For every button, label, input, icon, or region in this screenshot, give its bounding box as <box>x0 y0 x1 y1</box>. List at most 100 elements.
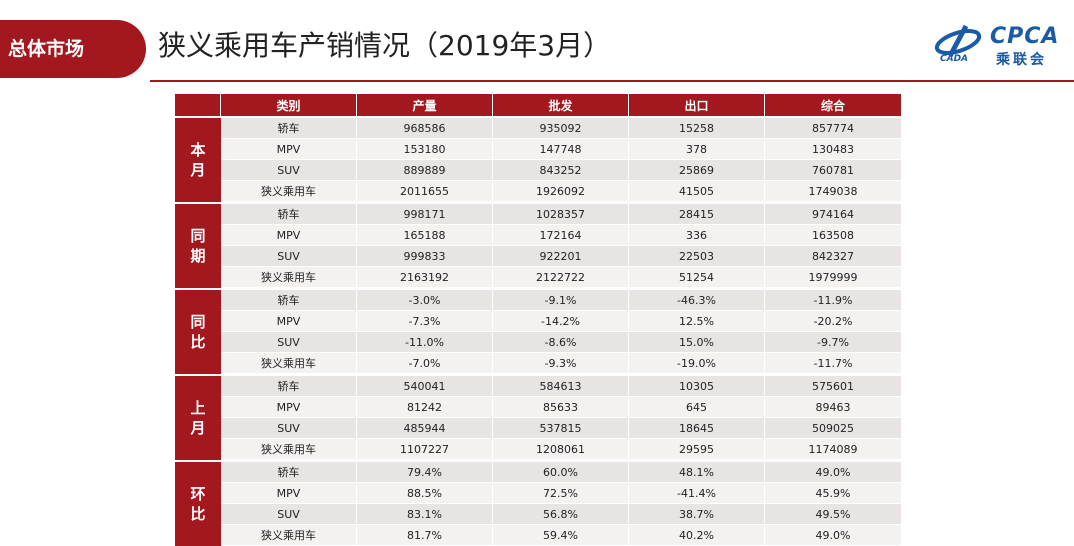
table-cell: 12.5% <box>629 311 765 332</box>
table-cell: 998171 <box>357 204 493 225</box>
table-cell: 51254 <box>629 267 765 288</box>
table-cell: 968586 <box>357 118 493 139</box>
table-cell: 172164 <box>493 225 629 246</box>
logo-cpca-text: CPCA <box>990 24 1060 49</box>
row-category: 轿车 <box>221 118 357 139</box>
row-category: 狭义乘用车 <box>221 267 357 288</box>
column-header: 综合 <box>765 94 901 116</box>
group-label-char: 月 <box>190 419 206 437</box>
table-header-row: 类别 产量 批发 出口 综合 <box>175 94 901 116</box>
table-cell: 974164 <box>765 204 901 225</box>
group-label: 同期 <box>175 204 221 288</box>
table-row: SUV -11.0% -8.6% 15.0% -9.7% <box>221 332 901 353</box>
row-category: 狭义乘用车 <box>221 525 357 546</box>
table-cell: 645 <box>629 397 765 418</box>
table-row: MPV 153180 147748 378 130483 <box>221 139 901 160</box>
table-cell: 999833 <box>357 246 493 267</box>
row-category: 狭义乘用车 <box>221 353 357 374</box>
table-cell: 1926092 <box>493 181 629 202</box>
table-cell: 60.0% <box>493 462 629 483</box>
table-cell: 18645 <box>629 418 765 439</box>
table-row: SUV 999833 922201 22503 842327 <box>221 246 901 267</box>
table-cell: 49.5% <box>765 504 901 525</box>
table-cell: 1107227 <box>357 439 493 460</box>
table-cell: 147748 <box>493 139 629 160</box>
header-corner <box>175 94 221 116</box>
row-category: SUV <box>221 504 357 525</box>
table-cell: 41505 <box>629 181 765 202</box>
logo-swirl-icon <box>934 24 982 58</box>
table-cell: 537815 <box>493 418 629 439</box>
table-cell: 163508 <box>765 225 901 246</box>
row-category: MPV <box>221 483 357 504</box>
table-cell: 22503 <box>629 246 765 267</box>
group-label: 环比 <box>175 462 221 546</box>
table-cell: 165188 <box>357 225 493 246</box>
table-cell: 83.1% <box>357 504 493 525</box>
table-row: 轿车 968586 935092 15258 857774 <box>221 118 901 139</box>
table-cell: -11.7% <box>765 353 901 374</box>
table-cell: 2122722 <box>493 267 629 288</box>
table-row: MPV 88.5% 72.5% -41.4% 45.9% <box>221 483 901 504</box>
table-cell: 2011655 <box>357 181 493 202</box>
row-category: SUV <box>221 418 357 439</box>
table-group: 上月轿车 540041 584613 10305 575601 MPV 81242 85633… <box>175 376 901 460</box>
table-cell: -41.4% <box>629 483 765 504</box>
group-label: 上月 <box>175 376 221 460</box>
group-label-char: 月 <box>190 161 206 179</box>
table-cell: 48.1% <box>629 462 765 483</box>
table-row: 轿车 998171 1028357 28415 974164 <box>221 204 901 225</box>
row-category: SUV <box>221 246 357 267</box>
row-category: 轿车 <box>221 376 357 397</box>
group-label-char: 同 <box>190 227 206 245</box>
row-category: 轿车 <box>221 462 357 483</box>
table-cell: 857774 <box>765 118 901 139</box>
row-category: MPV <box>221 139 357 160</box>
row-category: MPV <box>221 311 357 332</box>
table-cell: 575601 <box>765 376 901 397</box>
table-cell: 59.4% <box>493 525 629 546</box>
table-cell: -9.1% <box>493 290 629 311</box>
table-cell: 49.0% <box>765 525 901 546</box>
table-row: 轿车 79.4% 60.0% 48.1% 49.0% <box>221 462 901 483</box>
table-cell: 889889 <box>357 160 493 181</box>
table-cell: 89463 <box>765 397 901 418</box>
table-cell: 760781 <box>765 160 901 181</box>
group-label: 同比 <box>175 290 221 374</box>
table-cell: -9.7% <box>765 332 901 353</box>
table-group: 本月轿车 968586 935092 15258 857774 MPV 153180 1477… <box>175 118 901 202</box>
row-category: SUV <box>221 160 357 181</box>
row-category: 狭义乘用车 <box>221 439 357 460</box>
table-cell: 485944 <box>357 418 493 439</box>
table-cell: 49.0% <box>765 462 901 483</box>
table-row: 轿车 -3.0% -9.1% -46.3% -11.9% <box>221 290 901 311</box>
table-cell: 153180 <box>357 139 493 160</box>
table-cell: 540041 <box>357 376 493 397</box>
logo-sub-text: 乘联会 <box>996 52 1047 68</box>
table-cell: 79.4% <box>357 462 493 483</box>
table-cell: 88.5% <box>357 483 493 504</box>
table-cell: -8.6% <box>493 332 629 353</box>
table-cell: 72.5% <box>493 483 629 504</box>
row-category: 狭义乘用车 <box>221 181 357 202</box>
section-tag: 总体市场 <box>0 20 146 78</box>
table-cell: 85633 <box>493 397 629 418</box>
table-cell: 38.7% <box>629 504 765 525</box>
group-label-char: 环 <box>190 485 206 503</box>
logo-cada-text: CADA <box>940 54 969 64</box>
table-cell: 45.9% <box>765 483 901 504</box>
table-cell: 935092 <box>493 118 629 139</box>
row-category: 轿车 <box>221 290 357 311</box>
table-cell: 15258 <box>629 118 765 139</box>
table-cell: 336 <box>629 225 765 246</box>
table-row: 轿车 540041 584613 10305 575601 <box>221 376 901 397</box>
table-cell: -19.0% <box>629 353 765 374</box>
table-cell: -11.0% <box>357 332 493 353</box>
table-cell: 1028357 <box>493 204 629 225</box>
table-cell: -7.0% <box>357 353 493 374</box>
table-cell: -3.0% <box>357 290 493 311</box>
group-label: 本月 <box>175 118 221 202</box>
table-cell: 29595 <box>629 439 765 460</box>
column-header: 批发 <box>493 94 629 116</box>
table-cell: 1174089 <box>765 439 901 460</box>
